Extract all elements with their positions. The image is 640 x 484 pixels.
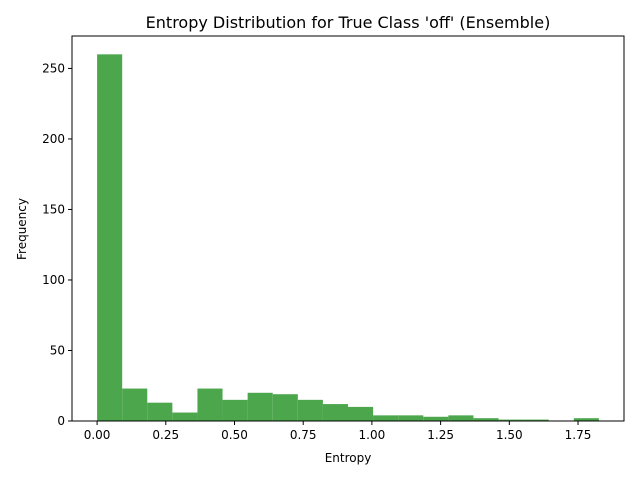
- y-axis-label: Frequency: [15, 198, 29, 260]
- histogram-bar: [147, 402, 173, 421]
- x-tick-label: 1.50: [496, 428, 523, 442]
- histogram-bar: [322, 404, 348, 421]
- x-tick-label: 1.75: [565, 428, 592, 442]
- chart-title: Entropy Distribution for True Class 'off…: [146, 13, 551, 32]
- histogram-bar: [172, 412, 198, 421]
- histogram-bars: [97, 54, 599, 421]
- histogram-bar: [272, 394, 298, 421]
- x-axis-ticks: 0.00 0.25 0.50 0.75 1.00 1.25 1.50 1.75: [84, 421, 592, 442]
- y-tick-label: 200: [42, 132, 65, 146]
- x-tick-label: 1.25: [427, 428, 454, 442]
- y-tick-label: 50: [50, 343, 65, 357]
- histogram-bar: [523, 419, 549, 421]
- histogram-bar: [498, 419, 524, 421]
- plot-frame: [71, 35, 625, 422]
- x-tick-label: 1.00: [359, 428, 386, 442]
- histogram-bar: [247, 392, 273, 421]
- histogram-bar: [573, 418, 599, 421]
- histogram-bar: [373, 415, 399, 421]
- x-tick-label: 0.00: [84, 428, 111, 442]
- x-tick-label: 0.50: [221, 428, 248, 442]
- histogram-bar: [348, 406, 374, 421]
- y-tick-label: 0: [57, 414, 65, 428]
- histogram-bar: [448, 415, 474, 421]
- histogram-bar: [473, 418, 499, 421]
- y-tick-label: 150: [42, 202, 65, 216]
- histogram-bar: [398, 415, 424, 421]
- y-tick-label: 250: [42, 61, 65, 75]
- histogram-bar: [122, 388, 148, 421]
- y-axis-ticks: 0 50 100 150 200 250: [42, 61, 72, 428]
- histogram-bar: [423, 416, 449, 421]
- y-tick-label: 100: [42, 273, 65, 287]
- x-axis-label: Entropy: [325, 451, 372, 465]
- x-tick-label: 0.25: [152, 428, 179, 442]
- histogram-bar: [197, 388, 223, 421]
- histogram-bar: [97, 54, 123, 421]
- x-tick-label: 0.75: [290, 428, 317, 442]
- histogram-bar: [297, 399, 323, 421]
- histogram-bar: [222, 399, 248, 421]
